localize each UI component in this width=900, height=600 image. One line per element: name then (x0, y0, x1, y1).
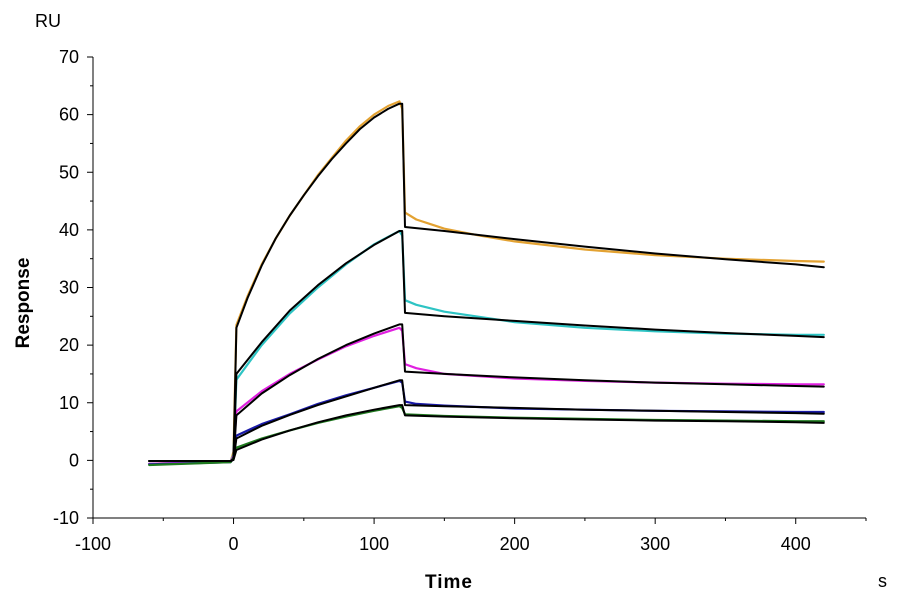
x-tick-label: 200 (500, 534, 530, 554)
x-axis-title: Time (425, 572, 473, 593)
y-tick-label: 60 (59, 105, 79, 125)
measured-curve-line (148, 100, 825, 465)
fit-curve-line (148, 102, 825, 462)
x-unit-label: s (878, 571, 887, 591)
x-tick-label: 100 (359, 534, 389, 554)
y-tick-label: 50 (59, 162, 79, 182)
series-lines (148, 100, 825, 467)
y-tick-label: 0 (69, 450, 79, 470)
x-tick-label: -100 (75, 534, 111, 554)
y-tick-label: 20 (59, 335, 79, 355)
y-tick-label: 10 (59, 393, 79, 413)
fit-curve-line (148, 230, 825, 462)
y-tick-label: 70 (59, 47, 79, 67)
x-tick-label: 400 (781, 534, 811, 554)
y-unit-label: RU (35, 11, 61, 31)
measured-curve-line (148, 379, 825, 466)
y-axis-title: Response (13, 258, 34, 349)
fit-curve-line (148, 323, 825, 462)
fit-curve-line (148, 379, 825, 462)
measured-curve-line (148, 405, 825, 467)
y-tick-label: 40 (59, 220, 79, 240)
y-tick-label: -10 (53, 508, 79, 528)
x-tick-label: 300 (640, 534, 670, 554)
x-tick-label: 0 (229, 534, 239, 554)
y-tick-label: 30 (59, 278, 79, 298)
measured-curve-line (148, 229, 825, 465)
fit-curve-line (148, 404, 825, 462)
